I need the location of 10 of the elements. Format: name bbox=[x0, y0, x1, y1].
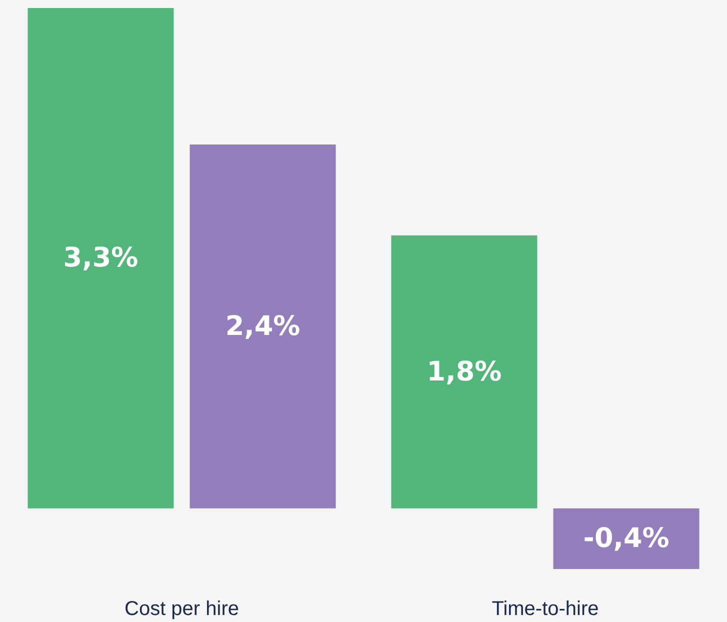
bar bbox=[553, 508, 700, 569]
bar bbox=[28, 8, 174, 508]
data-label: 3,3% bbox=[63, 242, 138, 274]
bar bbox=[190, 144, 336, 508]
data-label: 1,8% bbox=[426, 356, 502, 388]
x-tick-label: Time-to-hire bbox=[492, 598, 599, 620]
data-label: 2,4% bbox=[225, 310, 300, 342]
bar bbox=[391, 235, 538, 508]
x-tick-label: Cost per hire bbox=[124, 598, 239, 620]
data-label: -0,4% bbox=[583, 523, 670, 554]
